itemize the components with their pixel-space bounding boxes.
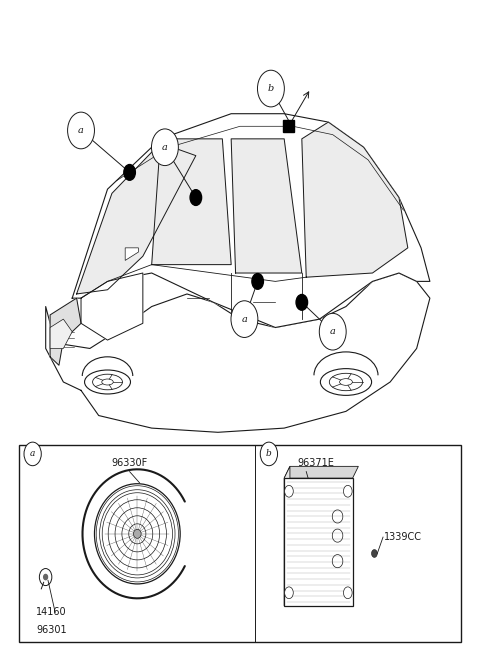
Text: 14160: 14160 bbox=[36, 607, 67, 618]
Ellipse shape bbox=[320, 369, 372, 396]
Circle shape bbox=[24, 442, 41, 466]
Polygon shape bbox=[125, 248, 138, 261]
Bar bbox=[19, 445, 461, 642]
Polygon shape bbox=[50, 319, 72, 348]
Ellipse shape bbox=[339, 379, 352, 385]
Circle shape bbox=[44, 574, 48, 580]
Polygon shape bbox=[302, 122, 408, 277]
Text: 96301: 96301 bbox=[36, 625, 67, 635]
Text: b: b bbox=[266, 449, 272, 458]
Polygon shape bbox=[152, 139, 231, 265]
Circle shape bbox=[257, 70, 284, 107]
Polygon shape bbox=[77, 143, 196, 294]
Circle shape bbox=[260, 442, 277, 466]
Polygon shape bbox=[50, 298, 81, 365]
Polygon shape bbox=[81, 273, 143, 340]
Ellipse shape bbox=[133, 529, 141, 538]
Ellipse shape bbox=[95, 483, 180, 584]
Text: b: b bbox=[268, 84, 274, 93]
Circle shape bbox=[296, 295, 308, 310]
Polygon shape bbox=[231, 139, 302, 273]
Text: a: a bbox=[330, 328, 336, 336]
Circle shape bbox=[344, 485, 352, 497]
Text: 96371E: 96371E bbox=[298, 458, 335, 468]
Polygon shape bbox=[46, 273, 430, 432]
Polygon shape bbox=[284, 466, 359, 478]
Circle shape bbox=[372, 550, 377, 557]
Ellipse shape bbox=[84, 370, 131, 394]
Text: 1339CC: 1339CC bbox=[384, 532, 422, 542]
Ellipse shape bbox=[329, 373, 362, 390]
Bar bbox=[284, 478, 353, 606]
Circle shape bbox=[231, 301, 258, 337]
Text: a: a bbox=[78, 126, 84, 135]
Ellipse shape bbox=[102, 379, 113, 385]
Text: a: a bbox=[30, 449, 36, 458]
Text: a: a bbox=[241, 314, 247, 324]
Circle shape bbox=[152, 129, 179, 166]
Circle shape bbox=[252, 274, 264, 290]
Polygon shape bbox=[284, 466, 290, 606]
Bar bbox=[283, 121, 294, 132]
Circle shape bbox=[39, 569, 52, 586]
Circle shape bbox=[285, 485, 293, 497]
Circle shape bbox=[68, 112, 95, 149]
Polygon shape bbox=[72, 114, 430, 328]
Circle shape bbox=[344, 587, 352, 599]
Circle shape bbox=[285, 587, 293, 599]
Text: 96330F: 96330F bbox=[111, 458, 148, 468]
Circle shape bbox=[190, 190, 202, 206]
Ellipse shape bbox=[93, 374, 122, 390]
Text: a: a bbox=[162, 143, 168, 152]
Circle shape bbox=[319, 313, 346, 350]
Circle shape bbox=[124, 164, 135, 180]
